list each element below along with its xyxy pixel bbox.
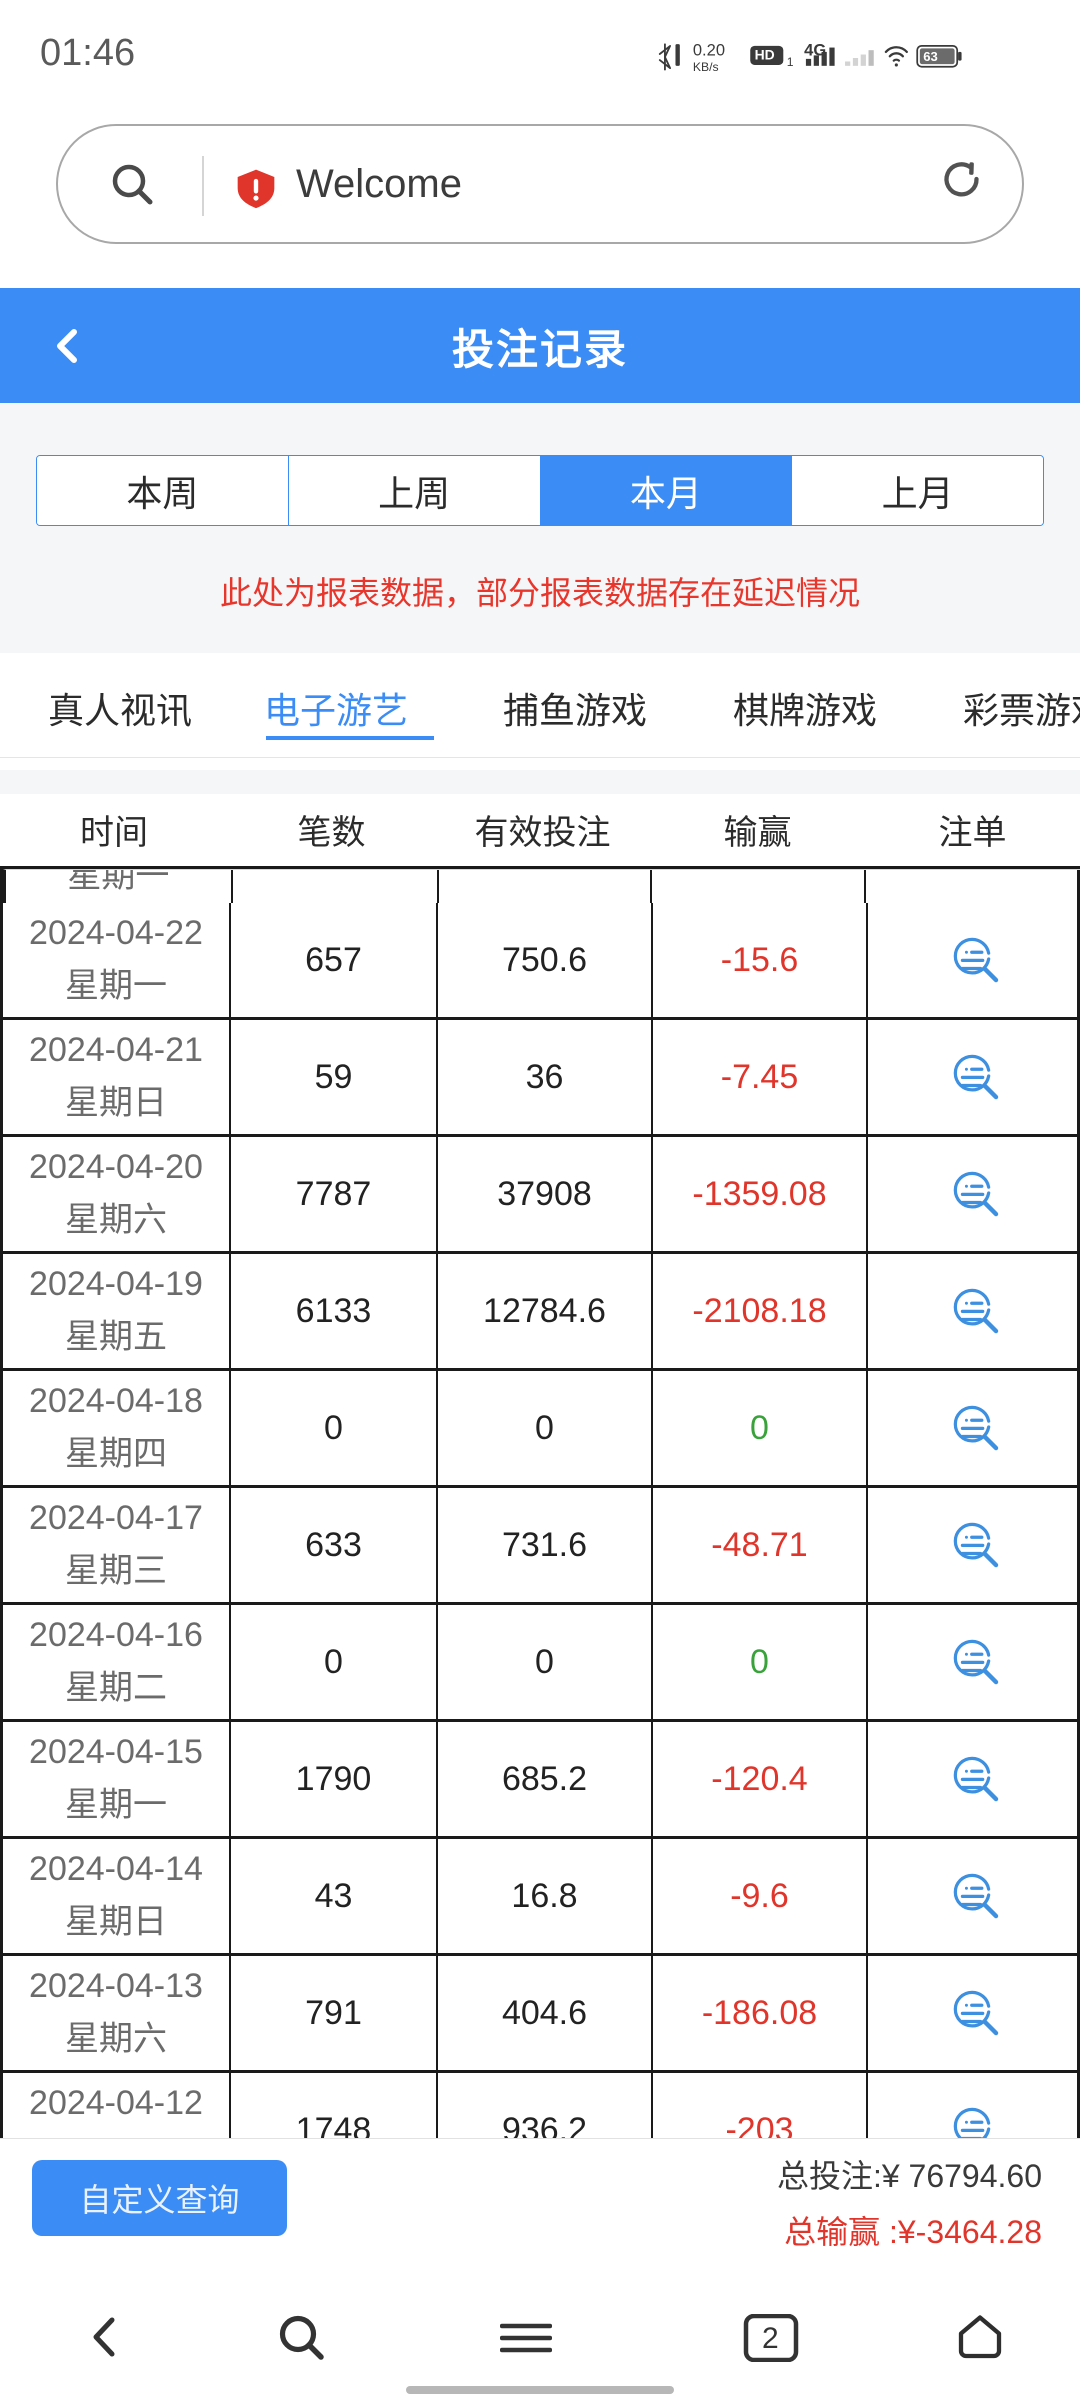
svg-text:63: 63 xyxy=(923,49,938,64)
svg-text:HD: HD xyxy=(755,47,775,63)
svg-text:1: 1 xyxy=(787,55,794,69)
svg-text:KB/s: KB/s xyxy=(693,60,719,74)
svg-text:2: 2 xyxy=(762,2322,779,2355)
svg-text:0.20: 0.20 xyxy=(693,40,725,59)
